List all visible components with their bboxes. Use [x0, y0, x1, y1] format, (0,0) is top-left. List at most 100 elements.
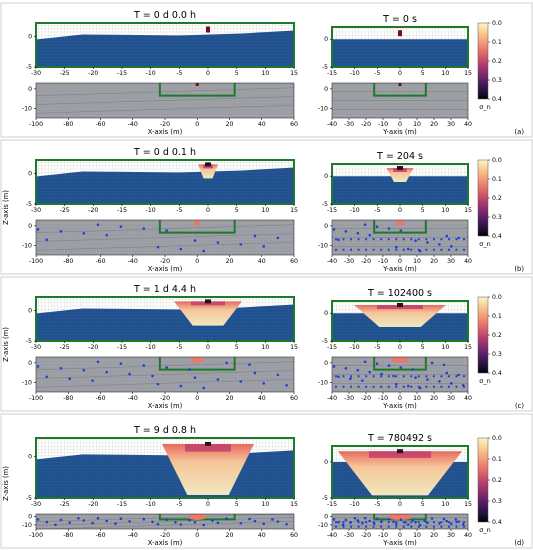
colorbar-label: σ_n — [479, 240, 491, 248]
x-tick-label: -40 — [128, 121, 138, 128]
particle-row — [395, 248, 398, 251]
z-tick-label: 0 — [324, 173, 328, 180]
particle-row — [462, 525, 466, 528]
particle-row — [357, 375, 360, 378]
particle — [45, 520, 49, 524]
particle-row — [402, 385, 405, 388]
particle-row — [342, 521, 345, 524]
z-tick-label: -5 — [26, 201, 32, 208]
particle — [445, 234, 449, 238]
particle — [174, 521, 177, 524]
right-full-plot: -40 -30 -20 -10 0 10 20 30 40Y-axis (m)0-10 — [318, 514, 472, 548]
colorbar-tick-label: 0.0 — [492, 157, 502, 164]
colorbar — [477, 159, 489, 237]
z-tick-label: -10 — [318, 379, 328, 386]
x-tick-label: 20 — [226, 395, 234, 402]
particle-row — [417, 375, 420, 378]
x-tick-label: -20 — [160, 258, 170, 265]
x-tick-label: 30 — [447, 121, 455, 128]
colorbar — [477, 296, 489, 374]
right-full-plot: -40 -30 -20 -10 0 10 20 30 40Y-axis (m)0-10 — [318, 82, 472, 136]
x-tick-label: -60 — [95, 121, 105, 128]
particle — [445, 371, 449, 375]
particle — [248, 363, 251, 367]
z-tick-label: -5 — [26, 338, 32, 345]
particle-row — [395, 238, 398, 241]
particle-row — [410, 385, 413, 388]
x-tick-label: 30 — [447, 258, 455, 265]
z-tick-label: -5 — [322, 495, 328, 502]
x-tick-label: -20 — [88, 207, 98, 214]
particle-row — [462, 385, 466, 388]
particle — [77, 516, 80, 520]
particle-row — [365, 375, 368, 378]
particle-row — [349, 375, 353, 378]
particle — [253, 234, 257, 238]
plume-source — [397, 449, 403, 454]
particle — [59, 230, 63, 233]
particle — [356, 519, 360, 522]
particle — [193, 239, 197, 242]
x-tick-label: 0 — [398, 395, 402, 402]
x-tick-label: -20 — [88, 70, 98, 77]
particle-row — [447, 525, 451, 528]
x-tick-label: 0 — [398, 70, 402, 77]
panel-label: (b) — [514, 265, 524, 273]
particle — [387, 517, 391, 521]
x-tick-label: -60 — [95, 532, 105, 539]
particle — [262, 245, 265, 248]
particle-row — [462, 375, 466, 378]
x-tick-label: -80 — [63, 395, 73, 402]
x-tick-label: 0 — [398, 501, 402, 508]
particle — [414, 520, 417, 524]
left-zoom-plot: T = 0 d 0.0 h -30 -25 -20 -15 -10 -5 0 5 10 15 0 -5 — [26, 10, 298, 77]
particle-row — [447, 238, 451, 241]
x-axis-label: X-axis (m) — [148, 265, 183, 273]
particle-row — [440, 238, 443, 241]
particle-row — [440, 521, 443, 524]
subsurface-region — [332, 39, 468, 67]
z-tick-label: -10 — [318, 242, 328, 249]
panel-label: (c) — [515, 402, 524, 410]
right-zoom-plot: T = 780492 s -15 -10 -5 0 5 10 15 0 -5 — [322, 433, 472, 508]
x-tick-label: 20 — [430, 532, 438, 539]
x-tick-label: 5 — [235, 501, 239, 508]
particle — [82, 519, 86, 522]
z-tick-label: -5 — [322, 201, 328, 208]
particle — [202, 249, 206, 253]
x-tick-label: -15 — [327, 207, 337, 214]
colorbar-tick-label: 0.3 — [492, 214, 502, 221]
x-tick-label: 60 — [290, 258, 298, 265]
x-axis-label: X-axis (m) — [148, 539, 183, 547]
model-domain-outline — [373, 357, 427, 371]
particle — [188, 518, 191, 522]
particle — [156, 382, 160, 386]
x-tick-label: 0 — [398, 258, 402, 265]
x-tick-label: -5 — [374, 70, 380, 77]
particle — [96, 516, 100, 520]
particle-row — [402, 375, 405, 378]
particle-row — [372, 248, 375, 251]
particle-row — [334, 238, 338, 241]
x-tick-label: -10 — [350, 501, 360, 508]
particle — [285, 522, 288, 526]
particle — [156, 245, 160, 249]
particle-row — [395, 521, 398, 524]
particle — [54, 523, 57, 527]
colorbar-tick-label: 0.3 — [492, 351, 502, 358]
particle-row — [425, 521, 428, 524]
x-tick-label: -30 — [344, 395, 354, 402]
x-tick-label: 0 — [195, 532, 199, 539]
particle — [337, 520, 340, 524]
right-zoom-plot: T = 204 s -15 -10 -5 0 5 10 15 0 -5 — [322, 151, 472, 214]
z-tick-label: -10 — [22, 242, 32, 249]
particle — [82, 231, 86, 235]
x-tick-label: 15 — [290, 70, 298, 77]
z-tick-label: 0 — [28, 86, 32, 93]
particle — [165, 229, 168, 232]
particle — [361, 379, 364, 382]
particle-row — [349, 521, 353, 524]
x-tick-label: -25 — [60, 207, 70, 214]
right-title: T = 204 s — [376, 151, 423, 162]
panel-a: T = 0 d 0.0 h-30 -25 -20 -15 -10 -5 0 5 10 150-5T… — [0, 2, 533, 138]
